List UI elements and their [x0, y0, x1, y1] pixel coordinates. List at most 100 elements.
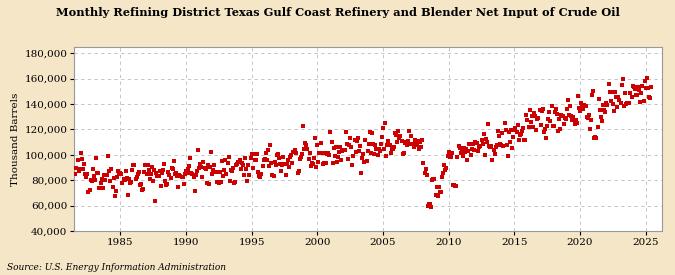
Point — [125, 180, 136, 185]
Point — [555, 127, 566, 131]
Point — [229, 181, 240, 185]
Point — [277, 163, 288, 167]
Point — [259, 156, 270, 161]
Point — [387, 147, 398, 152]
Point — [398, 151, 409, 155]
Point — [461, 147, 472, 151]
Point — [398, 152, 408, 156]
Text: Monthly Refining District Texas Gulf Coast Refinery and Blender Net Input of Cru: Monthly Refining District Texas Gulf Coa… — [55, 7, 620, 18]
Point — [641, 75, 652, 80]
Point — [475, 144, 486, 148]
Point — [221, 172, 232, 176]
Point — [529, 111, 539, 115]
Point — [371, 146, 382, 151]
Point — [465, 153, 476, 158]
Point — [516, 132, 526, 136]
Point — [542, 124, 553, 128]
Point — [218, 174, 229, 178]
Point — [93, 171, 104, 176]
Point — [389, 131, 400, 136]
Point — [138, 187, 148, 192]
Point — [412, 143, 423, 147]
Point — [328, 145, 339, 150]
Point — [481, 140, 492, 144]
Point — [618, 77, 628, 81]
Point — [325, 130, 336, 134]
Point — [317, 151, 327, 155]
Point — [620, 91, 630, 96]
Point — [484, 144, 495, 148]
Point — [409, 138, 420, 142]
Point — [319, 161, 329, 166]
Point — [275, 162, 286, 166]
Point — [288, 150, 298, 154]
Point — [603, 82, 614, 87]
Point — [222, 161, 233, 166]
Point — [243, 163, 254, 167]
Point — [502, 142, 512, 147]
Point — [256, 172, 267, 177]
Point — [223, 155, 234, 159]
Point — [534, 108, 545, 112]
Point — [289, 150, 300, 154]
Point — [403, 139, 414, 143]
Point — [425, 202, 435, 206]
Point — [286, 153, 296, 157]
Point — [359, 160, 370, 165]
Point — [130, 177, 141, 181]
Point — [86, 179, 97, 183]
Point — [562, 107, 572, 111]
Point — [414, 147, 425, 151]
Point — [509, 128, 520, 132]
Point — [412, 139, 423, 143]
Point — [293, 168, 304, 173]
Point — [132, 172, 143, 177]
Point — [375, 149, 385, 153]
Point — [626, 95, 637, 99]
Point — [143, 168, 154, 172]
Point — [593, 97, 604, 102]
Point — [259, 158, 269, 162]
Point — [488, 148, 499, 152]
Point — [127, 168, 138, 172]
Point — [336, 158, 347, 163]
Point — [533, 116, 544, 120]
Point — [637, 84, 648, 88]
Point — [535, 123, 546, 127]
Point — [279, 161, 290, 166]
Point — [195, 162, 206, 166]
Point — [90, 177, 101, 182]
Point — [314, 151, 325, 156]
Point — [634, 88, 645, 93]
Point — [105, 178, 116, 183]
Point — [514, 133, 525, 137]
Point — [189, 189, 200, 193]
Point — [183, 167, 194, 171]
Point — [90, 156, 101, 161]
Point — [565, 103, 576, 108]
Point — [252, 152, 263, 156]
Point — [487, 158, 498, 162]
Point — [351, 139, 362, 143]
Point — [308, 162, 319, 166]
Point — [83, 189, 94, 194]
Point — [238, 163, 248, 167]
Point — [500, 128, 511, 133]
Point — [377, 135, 387, 140]
Point — [522, 118, 533, 122]
Point — [148, 179, 159, 183]
Point — [106, 167, 117, 171]
Point — [136, 182, 146, 186]
Point — [236, 166, 246, 171]
Point — [437, 175, 448, 179]
Point — [439, 163, 450, 167]
Point — [349, 138, 360, 142]
Point — [321, 161, 331, 165]
Point — [178, 182, 189, 186]
Point — [574, 109, 585, 114]
Point — [163, 170, 173, 174]
Point — [495, 142, 506, 147]
Point — [88, 167, 99, 171]
Point — [372, 153, 383, 158]
Point — [310, 165, 321, 169]
